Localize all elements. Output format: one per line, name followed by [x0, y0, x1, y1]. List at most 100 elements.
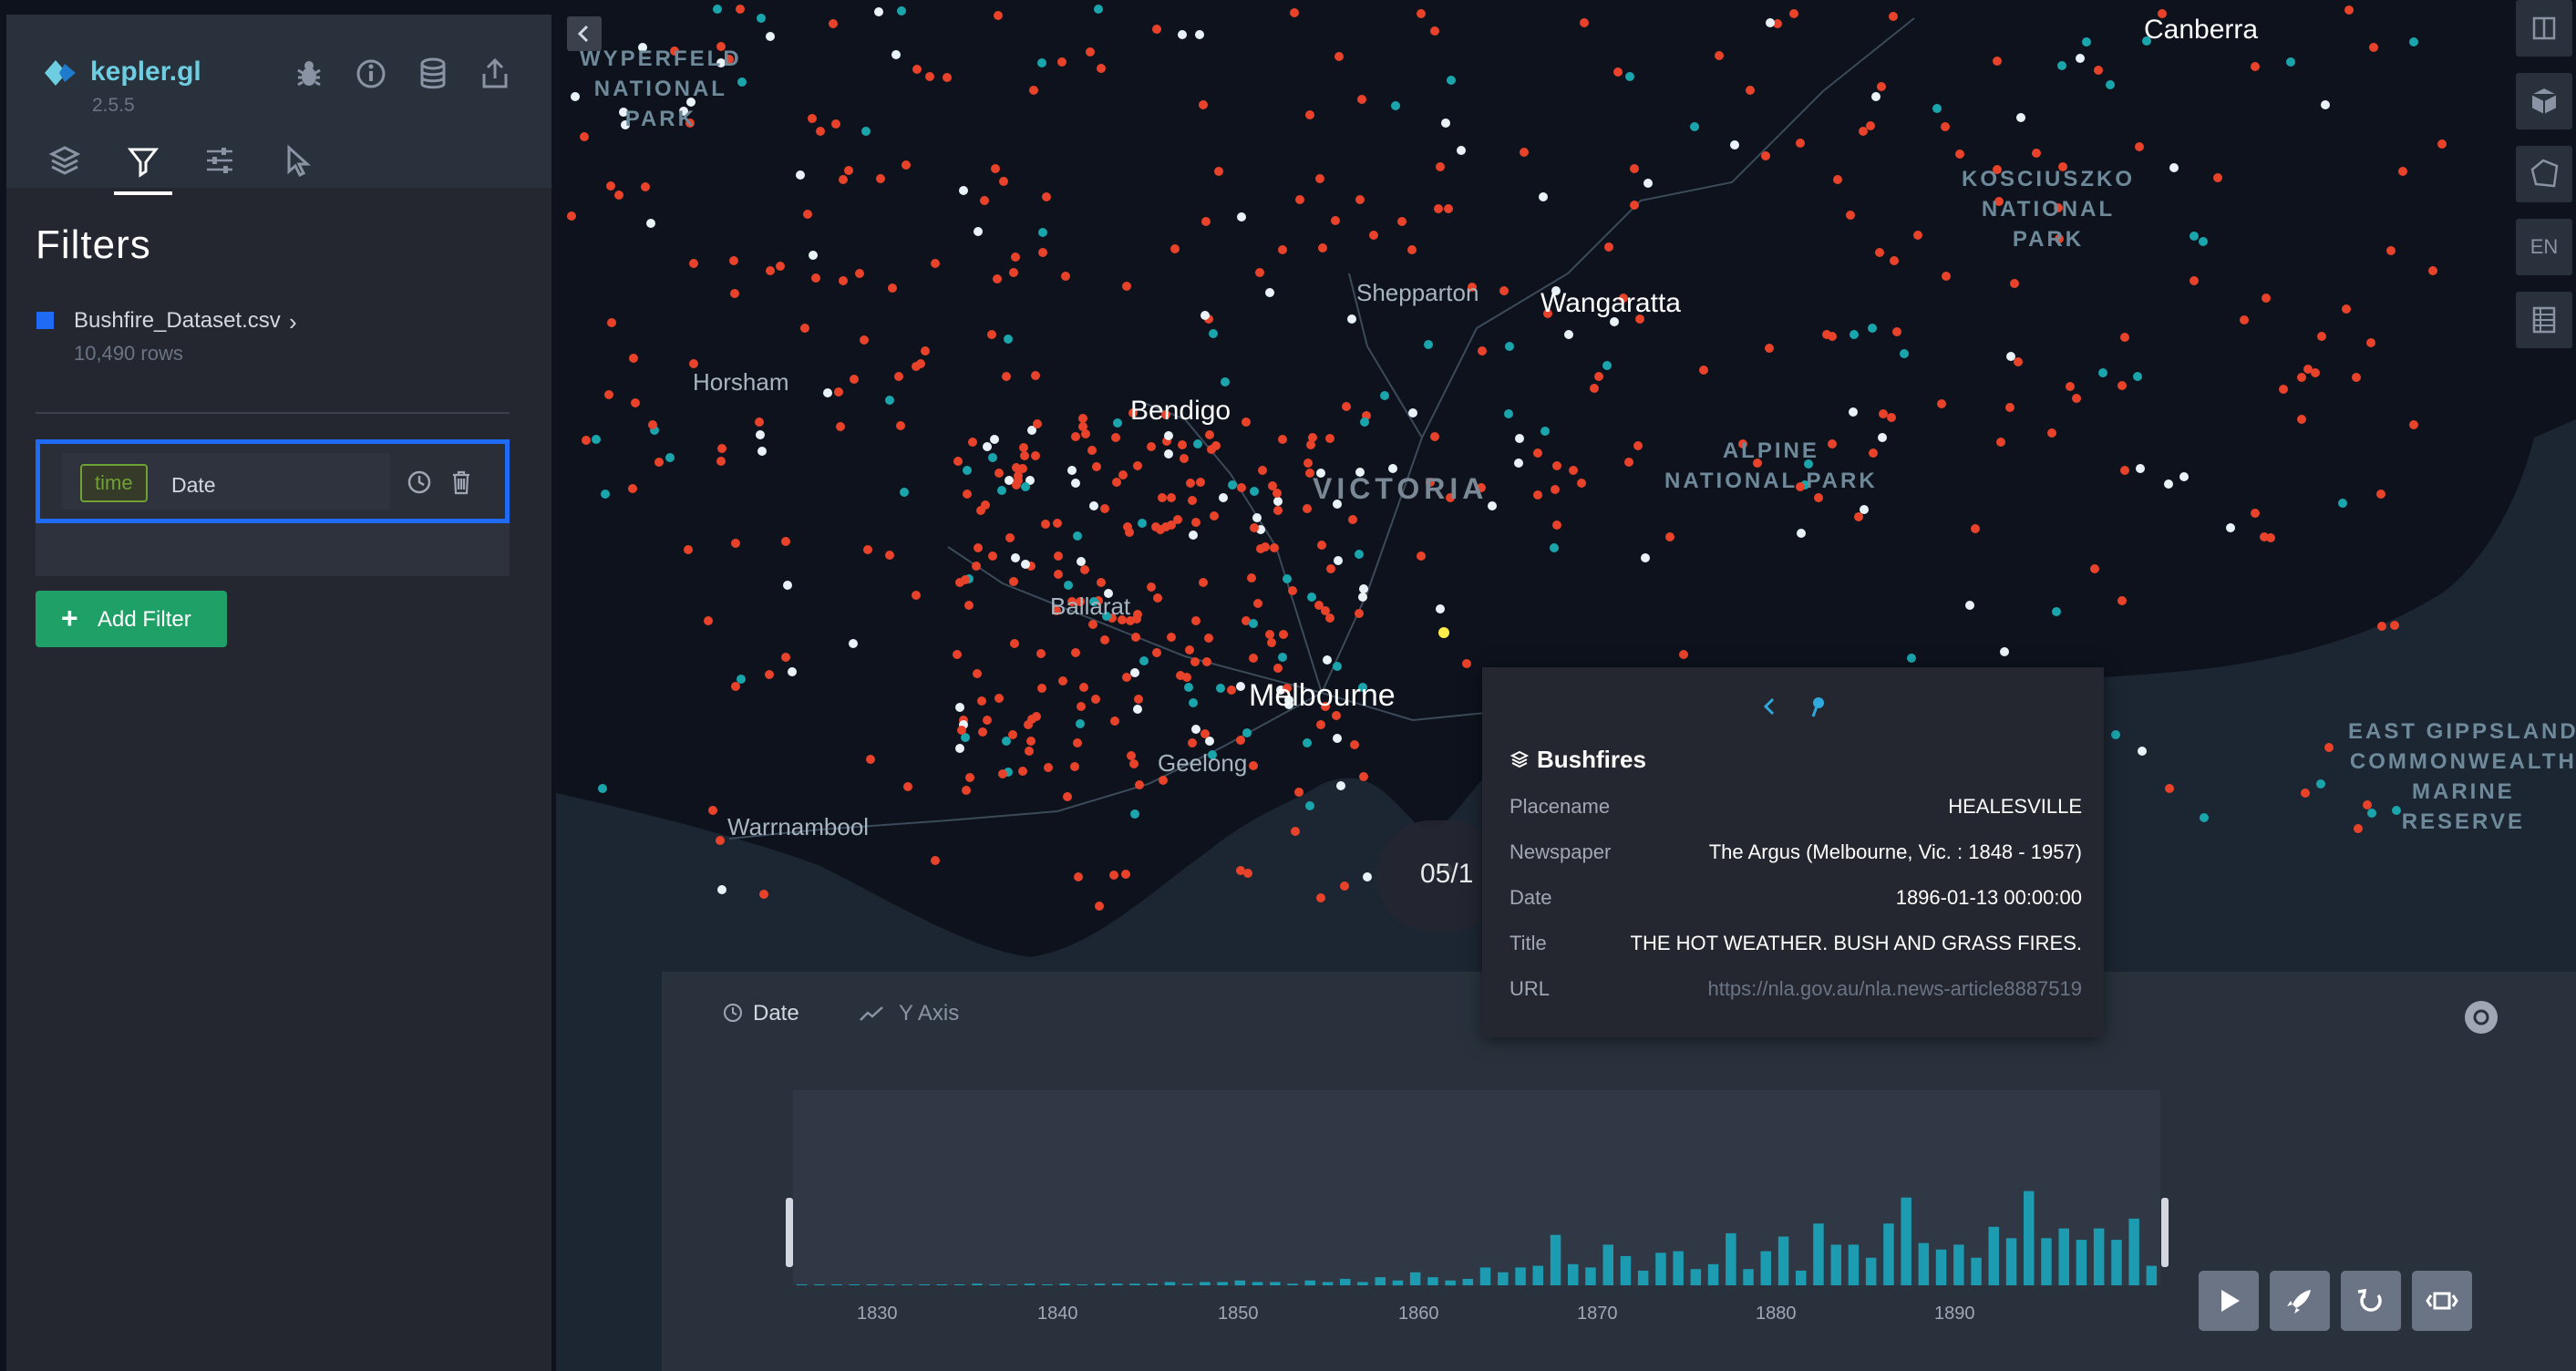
map-point[interactable]: [1397, 217, 1406, 226]
map-point[interactable]: [863, 545, 872, 554]
map-point[interactable]: [1078, 422, 1087, 431]
map-point[interactable]: [957, 726, 966, 735]
map-point[interactable]: [1247, 573, 1256, 582]
map-point[interactable]: [1074, 872, 1083, 881]
map-point[interactable]: [1308, 433, 1317, 442]
map-point[interactable]: [1323, 655, 1332, 665]
map-point[interactable]: [1828, 332, 1837, 341]
map-point[interactable]: [978, 727, 987, 737]
map-point[interactable]: [1630, 201, 1639, 210]
map-point[interactable]: [1011, 553, 1020, 562]
map-point[interactable]: [1540, 427, 1550, 436]
map-point[interactable]: [1126, 616, 1135, 625]
map-point[interactable]: [1029, 86, 1038, 95]
map-point[interactable]: [1828, 439, 1837, 448]
map-point[interactable]: [567, 211, 576, 221]
map-point[interactable]: [1236, 736, 1245, 745]
map-point[interactable]: [1499, 286, 1509, 295]
map-point[interactable]: [1005, 476, 1014, 485]
map-point[interactable]: [2076, 54, 2085, 63]
map-point[interactable]: [1331, 216, 1340, 225]
map-point[interactable]: [994, 469, 1004, 478]
map-point[interactable]: [955, 744, 964, 753]
map-point[interactable]: [1551, 485, 1560, 494]
draw-polygon-button[interactable]: [2516, 146, 2572, 202]
map-point[interactable]: [1295, 195, 1304, 204]
map-point[interactable]: [1305, 469, 1314, 478]
map-point[interactable]: [1250, 523, 1259, 532]
dataset-name[interactable]: Bushfire_Dataset.csv: [74, 308, 281, 333]
map-point[interactable]: [716, 457, 726, 466]
speed-button[interactable]: [2270, 1271, 2330, 1331]
map-point[interactable]: [1191, 616, 1200, 625]
map-point[interactable]: [1730, 140, 1739, 149]
map-point[interactable]: [1610, 317, 1619, 326]
map-point[interactable]: [1201, 217, 1211, 226]
map-point[interactable]: [925, 72, 934, 81]
map-point[interactable]: [900, 488, 909, 497]
map-point[interactable]: [953, 650, 962, 659]
map-point[interactable]: [1196, 478, 1205, 487]
map-point[interactable]: [766, 266, 775, 275]
map-point[interactable]: [1242, 417, 1251, 427]
map-point[interactable]: [1070, 762, 1079, 771]
map-point[interactable]: [1104, 589, 1113, 598]
map-point[interactable]: [2133, 372, 2142, 381]
map-point[interactable]: [1205, 737, 1214, 746]
map-point[interactable]: [1318, 243, 1327, 253]
map-point[interactable]: [2117, 596, 2127, 605]
map-point[interactable]: [866, 755, 875, 764]
map-point[interactable]: [1434, 204, 1443, 213]
map-point[interactable]: [1436, 162, 1445, 171]
map-point[interactable]: [1332, 711, 1341, 720]
map-point[interactable]: [1133, 461, 1142, 470]
map-point[interactable]: [1937, 399, 1946, 408]
map-point[interactable]: [1054, 551, 1063, 561]
map-point[interactable]: [684, 545, 693, 554]
map-point[interactable]: [1932, 104, 1942, 113]
map-point[interactable]: [1278, 435, 1287, 444]
map-point[interactable]: [2262, 294, 2271, 303]
map-point[interactable]: [1326, 564, 1335, 573]
map-point[interactable]: [1252, 513, 1262, 522]
map-point[interactable]: [1067, 597, 1077, 606]
map-point[interactable]: [1026, 737, 1036, 746]
map-point[interactable]: [1369, 231, 1378, 240]
map-point[interactable]: [1278, 245, 1287, 254]
map-point[interactable]: [1468, 283, 1477, 292]
map-point[interactable]: [756, 430, 765, 439]
map-point[interactable]: [2367, 809, 2376, 818]
map-point[interactable]: [988, 453, 997, 462]
map-point[interactable]: [1941, 122, 1950, 131]
map-point[interactable]: [2376, 490, 2385, 499]
map-point[interactable]: [1164, 449, 1173, 459]
map-point[interactable]: [1214, 167, 1223, 176]
map-point[interactable]: [1191, 725, 1200, 734]
map-point[interactable]: [1462, 659, 1471, 668]
map-point[interactable]: [834, 387, 843, 397]
map-point[interactable]: [1158, 493, 1167, 502]
map-point[interactable]: [1205, 430, 1214, 439]
map-point[interactable]: [1188, 496, 1197, 505]
map-point[interactable]: [1237, 212, 1246, 222]
map-point[interactable]: [757, 447, 767, 456]
map-point[interactable]: [1877, 82, 1886, 91]
map-point[interactable]: [1112, 478, 1121, 487]
3d-view-button[interactable]: [2516, 73, 2572, 129]
map-point[interactable]: [1552, 461, 1561, 470]
map-point[interactable]: [2398, 167, 2407, 176]
map-point[interactable]: [1408, 408, 1417, 417]
map-point[interactable]: [1900, 349, 1909, 358]
map-point[interactable]: [1849, 407, 1858, 417]
map-point[interactable]: [631, 398, 640, 407]
map-point[interactable]: [987, 330, 996, 339]
map-point[interactable]: [1184, 683, 1193, 692]
map-point[interactable]: [1130, 668, 1139, 677]
map-point[interactable]: [1058, 676, 1067, 686]
map-point[interactable]: [876, 174, 885, 183]
map-point[interactable]: [1130, 809, 1139, 819]
map-point[interactable]: [1152, 25, 1161, 34]
map-point[interactable]: [1994, 197, 2004, 206]
map-point[interactable]: [2190, 232, 2199, 241]
map-point[interactable]: [2392, 806, 2401, 815]
